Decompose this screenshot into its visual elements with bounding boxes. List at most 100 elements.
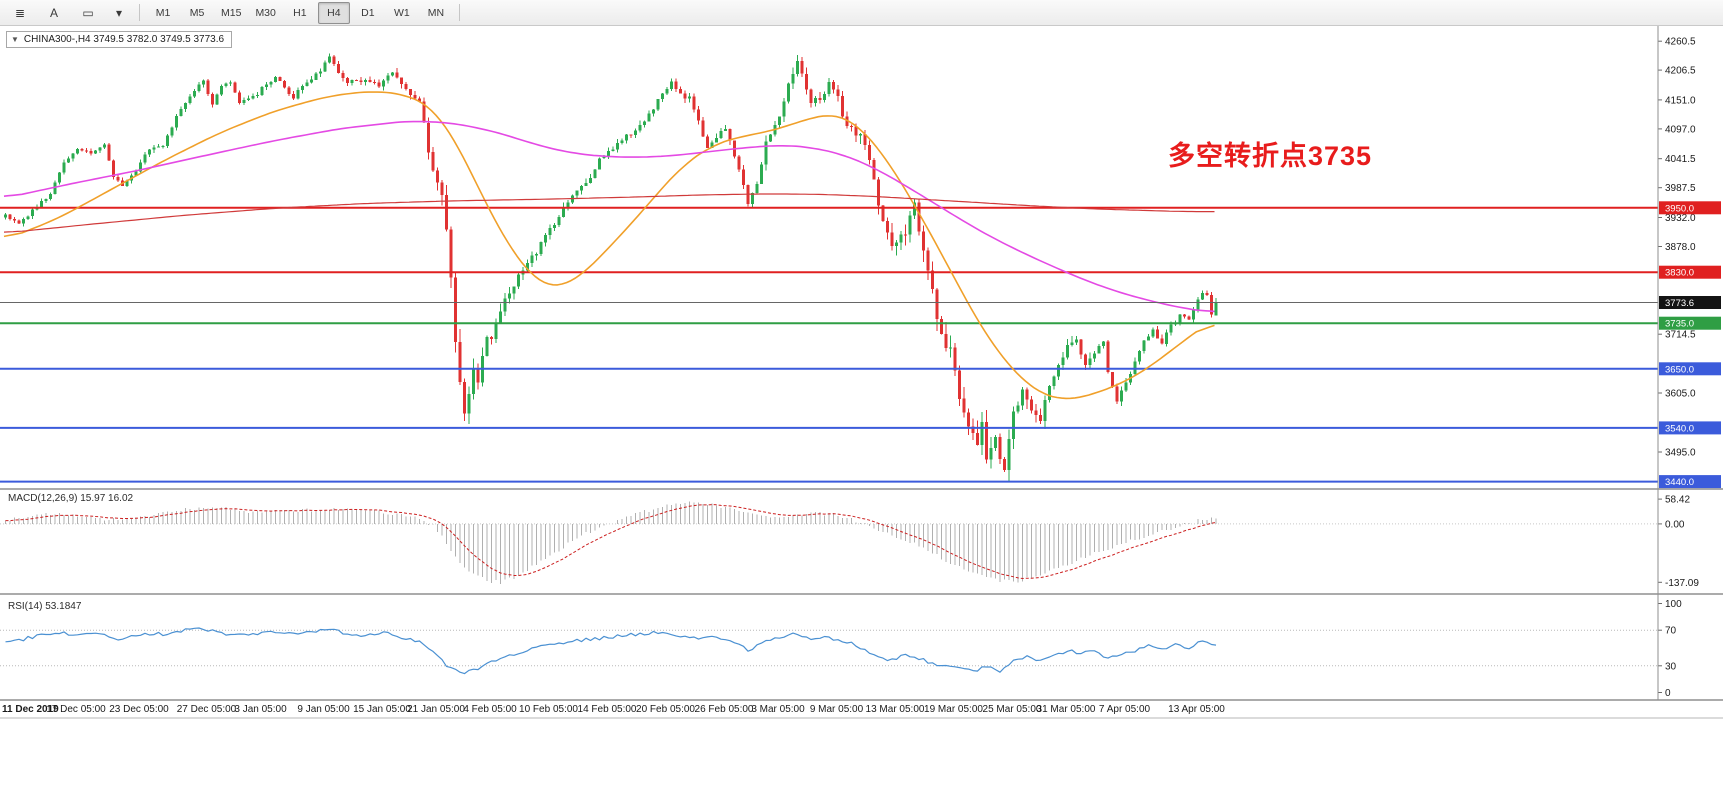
price-badge-label: 3773.6 xyxy=(1665,298,1694,309)
candle-body xyxy=(593,169,597,178)
candle-body xyxy=(467,394,471,414)
candle-body xyxy=(283,80,286,88)
candle-body xyxy=(67,158,70,163)
timeframe-m5[interactable]: M5 xyxy=(189,6,205,19)
time-axis-label: 9 Jan 05:00 xyxy=(297,704,350,715)
candle-body xyxy=(823,94,826,100)
candle-body xyxy=(94,150,97,154)
candle-body xyxy=(1070,342,1074,345)
candle-body xyxy=(197,84,201,91)
candle-body xyxy=(1124,382,1128,391)
candle-body xyxy=(796,60,799,74)
candle-body xyxy=(1151,329,1155,337)
candle-body xyxy=(1007,439,1011,470)
timeframe-h1[interactable]: H1 xyxy=(293,6,307,19)
candle-body xyxy=(791,73,795,84)
candle-body xyxy=(328,56,331,63)
candle-body xyxy=(148,149,151,155)
shapes-dropdown[interactable]: ▾ xyxy=(115,5,123,20)
candle-body xyxy=(499,311,502,324)
candle-body xyxy=(211,93,214,105)
macd-axis-label: 58.42 xyxy=(1665,495,1690,506)
candle-body xyxy=(490,336,493,340)
candle-body xyxy=(967,412,970,427)
candle-body xyxy=(445,194,448,230)
candle-body xyxy=(670,81,673,90)
timeframe-m30[interactable]: M30 xyxy=(255,6,276,19)
timeframe-w1[interactable]: W1 xyxy=(394,6,410,19)
candle-body xyxy=(476,369,480,383)
candle-body xyxy=(809,89,813,103)
chart-list-icon[interactable]: ≣ xyxy=(14,5,26,20)
candle-body xyxy=(688,96,691,99)
candle-body xyxy=(58,172,61,183)
candle-body xyxy=(1030,399,1033,411)
candle-body xyxy=(629,134,633,136)
timeframe-m1[interactable]: M1 xyxy=(155,6,171,19)
candle-body xyxy=(890,232,894,246)
timeframe-m15[interactable]: M15 xyxy=(221,6,242,19)
candle-body xyxy=(260,87,264,95)
candle-body xyxy=(719,130,723,138)
timeframe-h4[interactable]: H4 xyxy=(317,1,350,24)
price-axis-label: 4151.0 xyxy=(1665,95,1696,106)
time-axis-label: 17 Dec 05:00 xyxy=(46,704,106,715)
timeframe-d1[interactable]: D1 xyxy=(361,6,375,19)
candle-body xyxy=(1097,346,1101,354)
one-click-expander-icon[interactable]: ▼ xyxy=(11,35,19,44)
time-axis-label: 3 Jan 05:00 xyxy=(234,704,287,715)
candle-body xyxy=(643,121,646,125)
candle-body xyxy=(494,323,498,340)
candle-body xyxy=(994,436,997,449)
candle-body xyxy=(215,94,219,105)
candle-body xyxy=(917,202,921,232)
candle-body xyxy=(368,80,372,82)
text-label-tool[interactable]: A xyxy=(49,5,58,20)
candle-body xyxy=(373,81,376,83)
candle-body xyxy=(287,87,291,95)
price-badge xyxy=(1659,475,1721,489)
candle-body xyxy=(314,73,318,80)
candle-body xyxy=(395,72,399,78)
rsi-axis-label: 70 xyxy=(1665,626,1677,637)
candle-body xyxy=(413,95,417,99)
candle-body xyxy=(224,83,228,87)
candle-body xyxy=(886,221,889,233)
candle-body xyxy=(530,255,534,263)
time-axis-label: 13 Apr 05:00 xyxy=(1168,704,1225,715)
candle-body xyxy=(1156,329,1159,339)
time-axis-label: 9 Mar 05:00 xyxy=(810,704,864,715)
candle-body xyxy=(751,193,754,204)
macd-histogram xyxy=(5,501,1217,584)
time-axis-label: 3 Mar 05:00 xyxy=(751,704,805,715)
candle-body xyxy=(157,146,160,148)
candle-body xyxy=(85,150,88,152)
candle-body xyxy=(872,160,876,180)
price-axis-label: 3932.0 xyxy=(1665,213,1696,224)
price-axis[interactable]: 4260.5 4206.5 4151.0 4097.0 4041.5 3987.5 3932… xyxy=(1658,37,1721,489)
candle-body xyxy=(161,146,165,148)
candle-body xyxy=(805,73,808,90)
toolbar: ≣ A ▭ ▾ M1 M5 M15 M30 H1 H4 D1 W1 MN xyxy=(0,0,1723,26)
candle-body xyxy=(238,92,241,104)
candle-body xyxy=(1052,376,1056,386)
toolbar-divider xyxy=(139,4,140,21)
candle-body xyxy=(251,96,255,99)
symbol-ohlc-box[interactable]: ▼ CHINA300-,H4 3749.5 3782.0 3749.5 3773… xyxy=(6,31,233,48)
shapes-tool[interactable]: ▭ xyxy=(82,5,94,20)
candle-body xyxy=(49,194,52,199)
ma-fast xyxy=(3,91,1215,400)
timeframe-mn[interactable]: MN xyxy=(427,6,445,19)
candle-body xyxy=(904,234,907,236)
candle-body xyxy=(553,225,556,228)
candle-body xyxy=(836,89,840,96)
macd-axis-label: 0.00 xyxy=(1665,519,1685,530)
candle-body xyxy=(607,151,610,157)
candle-body xyxy=(616,142,619,150)
candle-body xyxy=(1183,314,1186,317)
candle-body xyxy=(1048,386,1051,401)
ma-medium xyxy=(3,120,1215,313)
price-badge-label: 3540.0 xyxy=(1665,423,1694,434)
